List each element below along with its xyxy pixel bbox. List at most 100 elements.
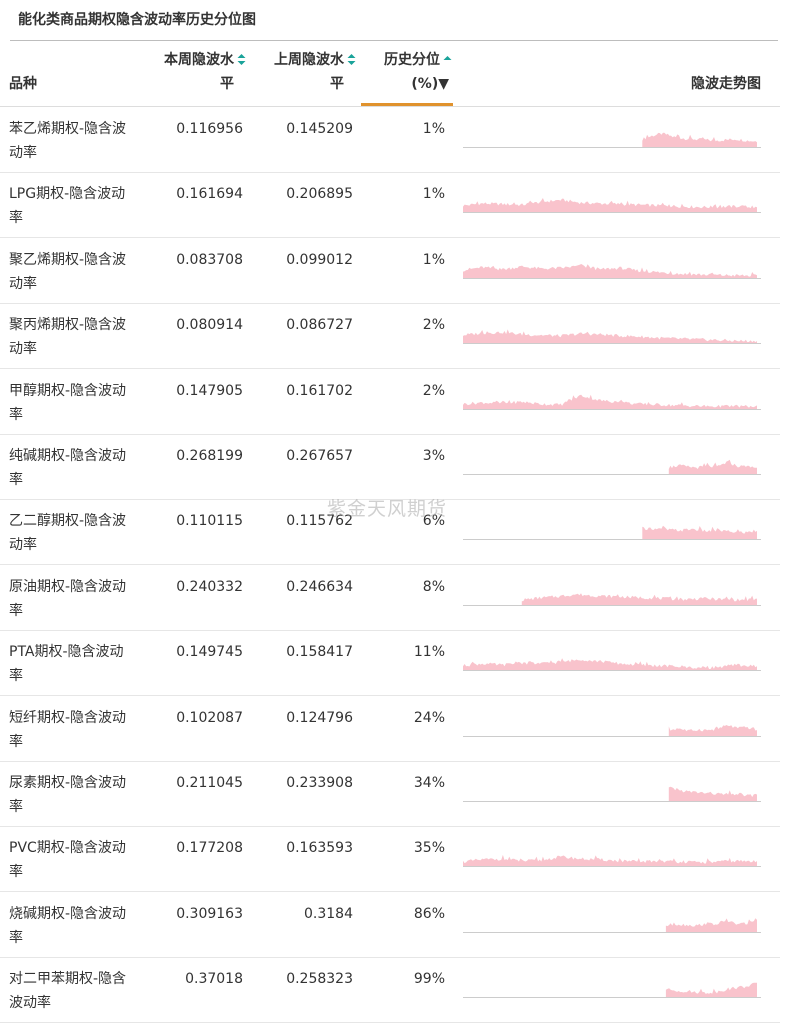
iv-sparkline: [463, 918, 761, 933]
header-last-week[interactable]: 上周隐波水 平: [240, 48, 356, 96]
percentile-value: 24%: [413, 709, 445, 726]
table-row: 烧碱期权-隐含波动率 0.309163 0.3184 86%: [0, 892, 780, 958]
last-week-value: 0.145209: [286, 121, 353, 137]
sparkline-area: [463, 394, 757, 409]
this-week-value: 0.211045: [176, 775, 243, 791]
percentile-value: 6%: [422, 513, 445, 530]
variety-name: PVC期权-隐含波动率: [9, 840, 126, 881]
this-week-value: 0.309163: [176, 905, 243, 922]
variety-name: PTA期权-隐含波动率: [9, 644, 124, 685]
this-week-value: 0.37018: [185, 971, 243, 988]
last-week-value: 0.267657: [286, 448, 353, 464]
iv-sparkline: [463, 724, 761, 737]
iv-sparkline: [463, 658, 761, 672]
table-row: 纯碱期权-隐含波动率 0.268199 0.267657 3%: [0, 434, 780, 500]
this-week-value: 0.116956: [176, 121, 243, 137]
last-week-value: 0.233908: [286, 775, 353, 791]
sparkline-area: [463, 855, 757, 867]
last-week-value: 0.086727: [286, 317, 353, 334]
last-week-value: 0.099012: [286, 251, 353, 268]
sparkline-area: [642, 132, 757, 147]
variety-name: 原油期权-隐含波动率: [9, 578, 127, 619]
table-row: 原油期权-隐含波动率 0.240332 0.246634 8%: [0, 565, 780, 631]
iv-sparkline: [463, 394, 761, 410]
sort-icon[interactable]: [237, 53, 246, 66]
iv-sparkline: [463, 786, 761, 802]
last-week-value: 0.206895: [286, 186, 353, 203]
iv-sparkline: [463, 855, 761, 868]
variety-name: 短纤期权-隐含波动率: [9, 709, 127, 750]
iv-sparkline: [463, 132, 761, 148]
variety-name: 对二甲苯期权-隐含波动率: [9, 971, 127, 1012]
table-row: LPG期权-隐含波动率 0.161694 0.206895 1%: [0, 172, 780, 239]
percentile-value: 1%: [422, 121, 445, 137]
table-row: 聚丙烯期权-隐含波动率 0.080914 0.086727 2%: [0, 303, 780, 370]
percentile-value: 35%: [413, 840, 445, 857]
last-week-value: 0.161702: [286, 382, 353, 399]
table-row: 乙二醇期权-隐含波动率 0.110115 0.115762 6%: [0, 499, 780, 566]
iv-sparkline: [463, 982, 761, 999]
this-week-value: 0.110115: [176, 513, 243, 530]
header-this-week[interactable]: 本周隐波水 平: [130, 48, 246, 96]
iv-sparkline: [463, 198, 761, 214]
variety-name: 尿素期权-隐含波动率: [9, 775, 127, 815]
header-percentile-label-2: (%)▼: [411, 76, 449, 92]
variety-name: 甲醇期权-隐含波动率: [9, 382, 127, 423]
percentile-value: 34%: [413, 775, 445, 791]
header-this-week-label: 本周隐波水: [164, 52, 234, 68]
table-row: 甲醇期权-隐含波动率 0.147905 0.161702 2%: [0, 369, 780, 435]
iv-sparkline: [463, 526, 761, 541]
this-week-value: 0.240332: [176, 578, 243, 595]
table-row: 尿素期权-隐含波动率 0.211045 0.233908 34%: [0, 761, 780, 827]
this-week-value: 0.268199: [176, 448, 243, 464]
this-week-value: 0.147905: [176, 382, 243, 399]
table-row: 聚乙烯期权-隐含波动率 0.083708 0.099012 1%: [0, 238, 780, 304]
last-week-value: 0.115762: [286, 513, 353, 530]
sparkline-area: [668, 724, 757, 736]
sparkline-area: [463, 658, 757, 671]
this-week-value: 0.177208: [176, 840, 243, 857]
sparkline-area: [668, 459, 757, 474]
percentile-value: 3%: [422, 448, 445, 464]
sparkline-area: [668, 786, 757, 801]
variety-name: 聚乙烯期权-隐含波动率: [9, 251, 127, 292]
percentile-value: 8%: [422, 578, 445, 595]
sparkline-area: [665, 918, 757, 932]
variety-name: 苯乙烯期权-隐含波动率: [9, 121, 127, 161]
percentile-value: 99%: [413, 971, 445, 988]
sparkline-area: [463, 329, 757, 344]
this-week-value: 0.083708: [176, 251, 243, 268]
page-title: 能化类商品期权隐含波动率历史分位图: [18, 12, 256, 28]
header-percentile[interactable]: 历史分位 (%)▼: [360, 48, 452, 96]
sort-icon[interactable]: [347, 53, 356, 66]
this-week-value: 0.161694: [176, 186, 243, 203]
sort-ascending-icon[interactable]: [443, 53, 452, 66]
variety-name: 聚丙烯期权-隐含波动率: [9, 317, 127, 358]
sparkline-area: [521, 593, 757, 605]
header-this-week-label-2: 平: [220, 76, 234, 92]
percentile-value: 11%: [413, 644, 445, 661]
this-week-value: 0.149745: [176, 644, 243, 661]
last-week-value: 0.124796: [286, 709, 353, 726]
table-row: 短纤期权-隐含波动率 0.102087 0.124796 24%: [0, 696, 780, 762]
iv-sparkline: [463, 329, 761, 345]
table-row: PTA期权-隐含波动率 0.149745 0.158417 11%: [0, 630, 780, 697]
active-sort-indicator: [361, 103, 453, 106]
last-week-value: 0.163593: [286, 840, 353, 857]
percentile-value: 86%: [413, 905, 445, 922]
last-week-value: 0.158417: [286, 644, 353, 661]
sparkline-area: [642, 526, 757, 540]
last-week-value: 0.246634: [286, 578, 353, 595]
last-week-value: 0.258323: [286, 971, 353, 988]
title-divider: [10, 40, 778, 41]
header-last-week-label-2: 平: [330, 76, 344, 92]
sparkline-area: [463, 263, 757, 278]
iv-sparkline: [463, 263, 761, 279]
table-row: 对二甲苯期权-隐含波动率 0.37018 0.258323 99%: [0, 957, 780, 1024]
percentile-value: 2%: [422, 382, 445, 399]
table-row: PVC期权-隐含波动率 0.177208 0.163593 35%: [0, 826, 780, 893]
percentile-value: 2%: [422, 317, 445, 334]
header-divider: [0, 106, 780, 107]
header-variety: 品种: [9, 76, 37, 92]
variety-name: 乙二醇期权-隐含波动率: [9, 513, 127, 554]
